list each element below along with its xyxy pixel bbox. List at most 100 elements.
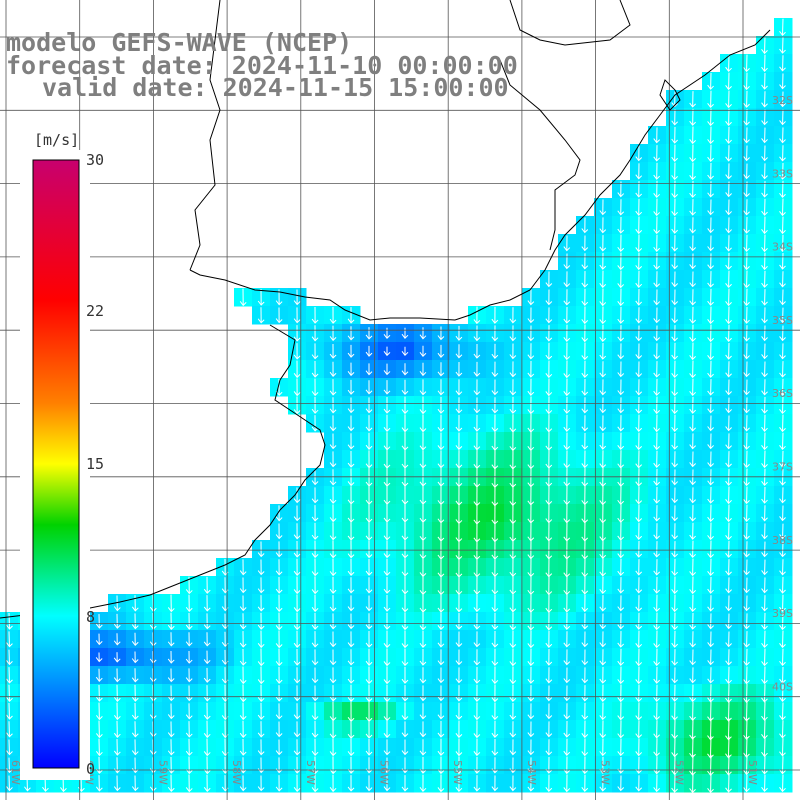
wind-arrow bbox=[329, 631, 337, 648]
lon-label: 58W bbox=[230, 760, 243, 785]
wind-arrow bbox=[473, 576, 481, 595]
wind-arrow bbox=[203, 738, 211, 757]
wind-arrow bbox=[239, 648, 247, 666]
wind-arrow bbox=[707, 558, 714, 577]
wind-arrow bbox=[635, 684, 643, 703]
wind-arrow bbox=[743, 648, 750, 666]
wind-arrow bbox=[779, 523, 786, 540]
wind-arrow bbox=[581, 324, 589, 343]
wind-arrow bbox=[599, 450, 607, 469]
wind-arrow bbox=[653, 289, 661, 306]
wind-arrow bbox=[383, 701, 391, 722]
wind-arrow bbox=[761, 91, 768, 108]
wind-arrow bbox=[563, 378, 571, 397]
wind-arrow bbox=[293, 378, 301, 397]
wind-arrow bbox=[185, 685, 193, 702]
wind-arrow bbox=[491, 739, 499, 756]
wind-arrow bbox=[725, 126, 732, 144]
wind-arrow bbox=[347, 326, 355, 341]
wind-arrow bbox=[653, 414, 661, 433]
wind-arrow bbox=[545, 307, 553, 324]
wind-arrow bbox=[779, 307, 786, 324]
wind-arrow bbox=[761, 577, 768, 594]
wind-arrow bbox=[473, 738, 481, 757]
wind-arrow bbox=[401, 666, 409, 684]
wind-arrow bbox=[689, 773, 696, 794]
wind-arrow bbox=[329, 306, 337, 324]
wind-arrow bbox=[599, 324, 607, 343]
wind-arrow bbox=[491, 720, 499, 738]
wind-arrow bbox=[365, 380, 373, 395]
wind-arrow bbox=[761, 432, 768, 451]
wind-arrow bbox=[527, 343, 535, 360]
wind-arrow bbox=[419, 739, 427, 756]
wind-arrow bbox=[563, 774, 571, 793]
wind-cell bbox=[774, 774, 793, 793]
wind-arrow bbox=[383, 540, 391, 559]
wind-arrow bbox=[491, 361, 499, 378]
lon-label: 61W bbox=[9, 760, 22, 785]
wind-arrow bbox=[311, 343, 319, 360]
wind-arrow bbox=[761, 109, 768, 126]
wind-arrow bbox=[527, 361, 535, 378]
wind-arrow bbox=[329, 595, 337, 612]
wind-arrow bbox=[311, 649, 319, 666]
wind-arrow bbox=[671, 307, 679, 324]
wind-arrow bbox=[275, 559, 283, 576]
wind-arrow bbox=[653, 343, 661, 360]
wind-arrow bbox=[473, 379, 481, 396]
wind-arrow bbox=[311, 720, 319, 738]
wind-arrow bbox=[725, 415, 732, 432]
wind-arrow bbox=[761, 414, 768, 432]
wind-arrow bbox=[365, 739, 373, 756]
wind-arrow bbox=[779, 414, 786, 433]
wind-arrow bbox=[545, 649, 553, 666]
wind-arrow bbox=[311, 522, 319, 540]
wind-arrow bbox=[455, 685, 463, 702]
colorbar bbox=[20, 150, 90, 780]
wind-arrow bbox=[293, 558, 301, 576]
wind-arrow bbox=[779, 127, 786, 144]
wind-arrow bbox=[491, 631, 499, 648]
wind-arrow bbox=[581, 756, 589, 775]
wind-arrow bbox=[401, 504, 409, 523]
wind-arrow bbox=[455, 667, 463, 684]
wind-arrow bbox=[401, 721, 409, 738]
wind-arrow bbox=[473, 343, 481, 359]
wind-arrow bbox=[725, 306, 732, 325]
wind-arrow bbox=[653, 576, 661, 594]
wind-arrow bbox=[293, 630, 301, 648]
wind-arrow bbox=[743, 523, 750, 540]
wind-arrow bbox=[779, 109, 786, 126]
wind-arrow bbox=[689, 558, 696, 577]
wind-arrow bbox=[725, 631, 732, 648]
wind-arrow bbox=[185, 721, 193, 738]
wind-arrow bbox=[581, 306, 589, 325]
wind-arrow bbox=[563, 289, 571, 306]
lon-label: 53W bbox=[599, 760, 612, 785]
wind-arrow bbox=[671, 342, 679, 360]
lon-label: 57W bbox=[304, 760, 317, 785]
wind-arrow bbox=[617, 720, 625, 739]
wind-arrow bbox=[473, 306, 481, 325]
wind-arrow bbox=[743, 343, 750, 360]
wind-arrow bbox=[509, 361, 517, 378]
wind-arrow bbox=[167, 685, 175, 702]
wind-arrow bbox=[653, 271, 661, 288]
wind-arrow bbox=[743, 234, 750, 252]
wind-arrow bbox=[275, 666, 283, 684]
wind-arrow bbox=[95, 614, 103, 629]
wind-arrow bbox=[401, 775, 409, 792]
lat-label: 40S bbox=[772, 680, 793, 693]
wind-arrow bbox=[563, 253, 571, 270]
wind-arrow bbox=[779, 18, 786, 37]
wind-arrow bbox=[185, 703, 193, 720]
wind-arrow bbox=[779, 216, 786, 235]
wind-cell bbox=[774, 648, 793, 667]
wind-arrow bbox=[131, 595, 139, 612]
wind-arrow bbox=[761, 630, 768, 649]
wind-arrow bbox=[635, 289, 643, 306]
wind-arrow bbox=[707, 90, 714, 109]
wind-arrow bbox=[581, 631, 589, 648]
wind-arrow bbox=[761, 198, 768, 216]
